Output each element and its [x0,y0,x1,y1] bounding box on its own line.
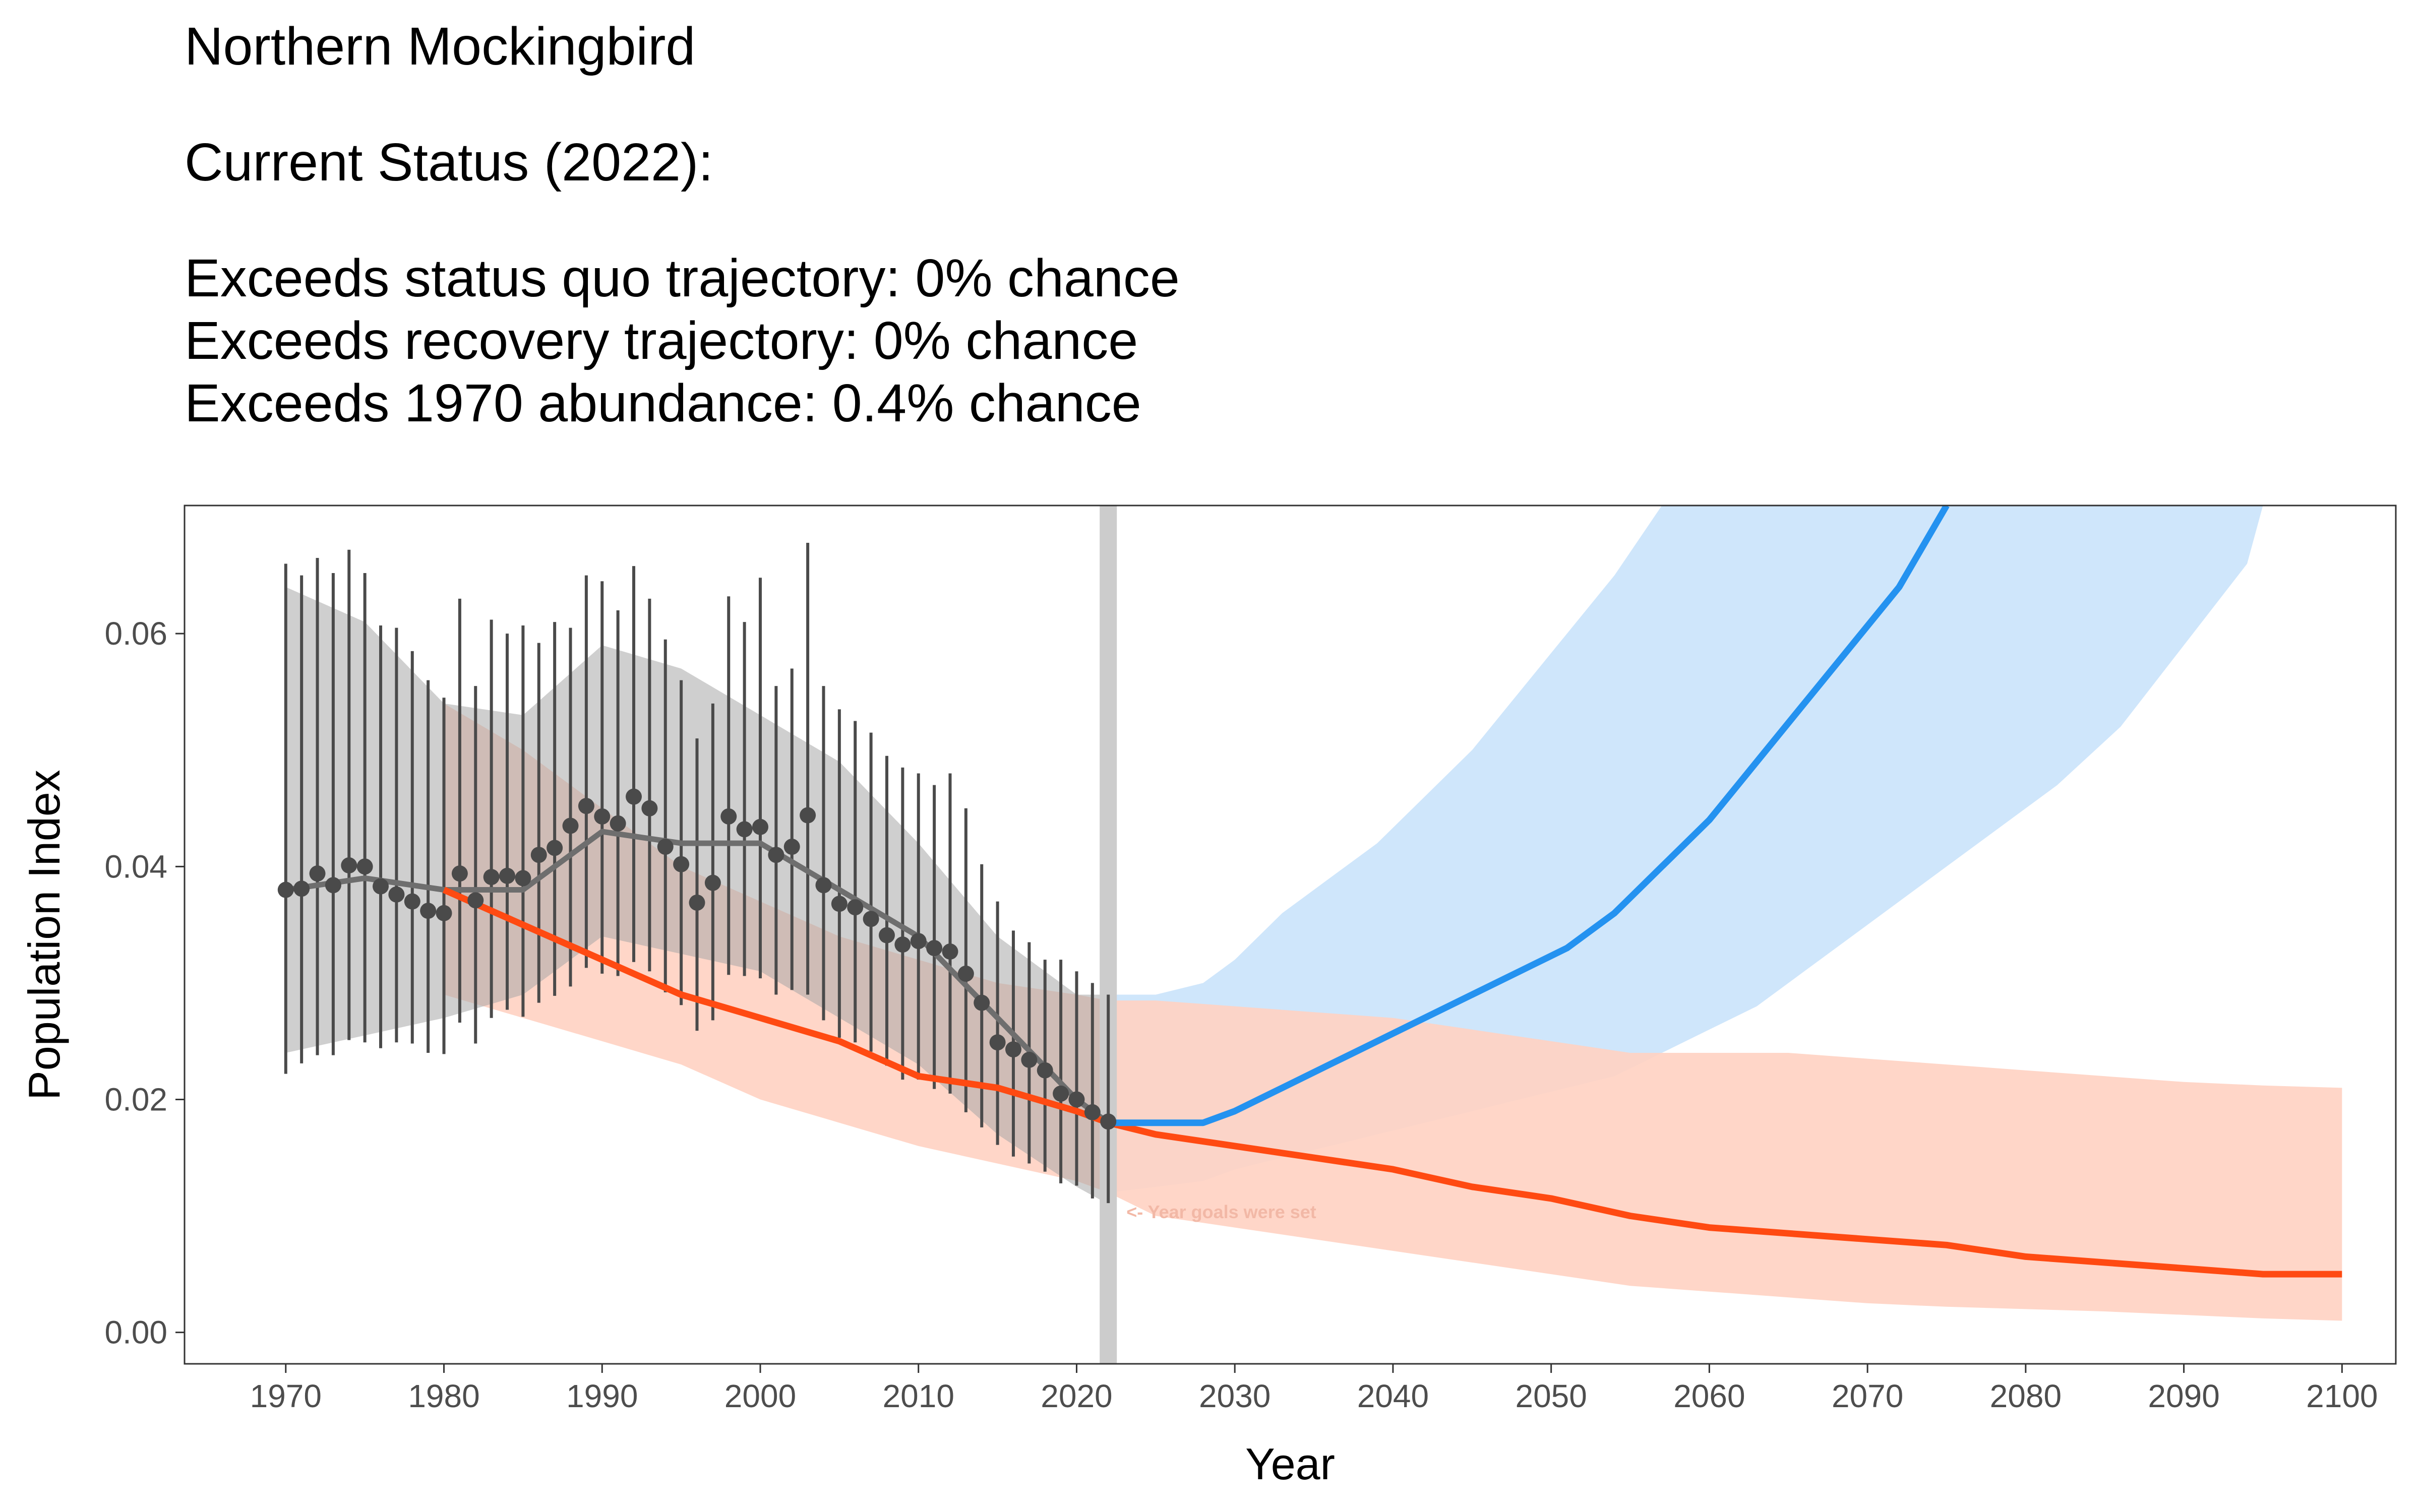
observed-point [499,867,516,884]
observed-point [942,943,958,960]
observed-point [277,881,294,898]
status-line-recovery: Exceeds recovery trajectory: 0% chance [185,311,1138,370]
observed-point [1100,1113,1117,1130]
y-tick-label: 0.02 [104,1081,167,1117]
observed-point [800,807,816,824]
observed-point [373,878,389,895]
x-tick-label: 2040 [1357,1378,1429,1414]
observed-point [704,874,721,891]
observed-point [1037,1062,1053,1079]
x-tick-label: 2000 [724,1378,796,1414]
observed-point [768,847,784,863]
observed-point [878,927,895,943]
observed-point [451,865,468,882]
plot-frame [184,505,2397,1365]
y-axis: 0.00 0.02 0.04 0.06 [104,615,185,1351]
x-tick-label: 2030 [1199,1378,1270,1414]
observed-point [562,817,579,834]
y-tick-label: 0.06 [104,615,167,652]
observed-point [483,869,500,886]
x-tick-label: 2050 [1515,1378,1587,1414]
observed-trend-line [285,829,1110,1125]
x-axis: 1970 1980 1990 2000 2010 2020 2030 2040 2050 2060… [250,1364,2378,1414]
observed-point [1068,1091,1085,1108]
recovery-line [1108,506,1950,1126]
status-line-status-quo: Exceeds status quo trajectory: 0% chance [185,248,1180,308]
confidence-bands [285,506,2342,1321]
x-tick-label: 2010 [883,1378,954,1414]
observed-point [356,858,373,875]
observed-point [515,870,531,887]
observed-point [689,894,705,911]
observed-point [1084,1104,1101,1120]
y-axis-label: Population Index [19,770,69,1100]
observed-point [641,800,658,816]
observed-point [974,994,990,1011]
observed-point [783,839,800,855]
observed-point [752,818,768,835]
observed-point [1053,1085,1069,1102]
observed-point [530,847,547,863]
x-tick-label: 2060 [1673,1378,1745,1414]
observed-point [547,840,563,856]
x-axis-label: Year [1245,1439,1335,1489]
observed-point [388,886,405,903]
observed-point [720,808,737,825]
observed-point [926,940,943,957]
status-heading: Current Status (2022): [185,133,713,192]
x-tick-label: 2100 [2306,1378,2378,1414]
observed-point [863,911,879,927]
observed-point [847,899,864,916]
observed-point [436,905,452,921]
x-tick-label: 1970 [250,1378,322,1414]
goal-year-line [1100,506,1117,1364]
goal-year-annotation: <- Year goals were set [1126,1202,1316,1222]
observed-point [594,808,611,825]
x-tick-label: 1980 [408,1378,479,1414]
error-bars [284,542,1110,1204]
observed-point [1005,1041,1021,1058]
observed-point [578,798,594,814]
observed-point [309,865,326,882]
observed-point [325,877,341,894]
x-tick-label: 1990 [566,1378,638,1414]
observed-points [277,788,1117,1130]
observed-point [404,893,420,910]
y-tick-label: 0.00 [104,1314,167,1351]
x-tick-label: 2020 [1041,1378,1112,1414]
trend-lines [285,506,2342,1278]
observed-point [736,821,753,838]
goal-year-marker [1100,506,1117,1364]
observed-point [467,892,484,909]
x-tick-label: 2090 [2148,1378,2219,1414]
observed-point [341,857,357,874]
observed-point [1021,1051,1038,1068]
observed-point [626,788,642,805]
x-tick-label: 2080 [1990,1378,2062,1414]
observed-point [610,815,626,832]
observed-point [293,880,310,897]
status-quo-line [442,887,2342,1278]
title-block: Northern Mockingbird Current Status (202… [185,15,1180,434]
chart-title: Northern Mockingbird [185,17,696,76]
observed-point [420,903,437,919]
observed-point [657,839,674,855]
status-line-1970: Exceeds 1970 abundance: 0.4% chance [185,373,1141,433]
observed-point [815,877,832,894]
observed-point [831,896,848,912]
y-tick-label: 0.04 [104,848,167,885]
x-tick-label: 2070 [1832,1378,1903,1414]
observed-point [673,856,690,872]
status-quo-band [444,703,2342,1321]
observed-point [910,933,927,950]
observed-point [894,936,911,953]
observed-point [957,965,974,982]
observed-point [989,1034,1006,1051]
